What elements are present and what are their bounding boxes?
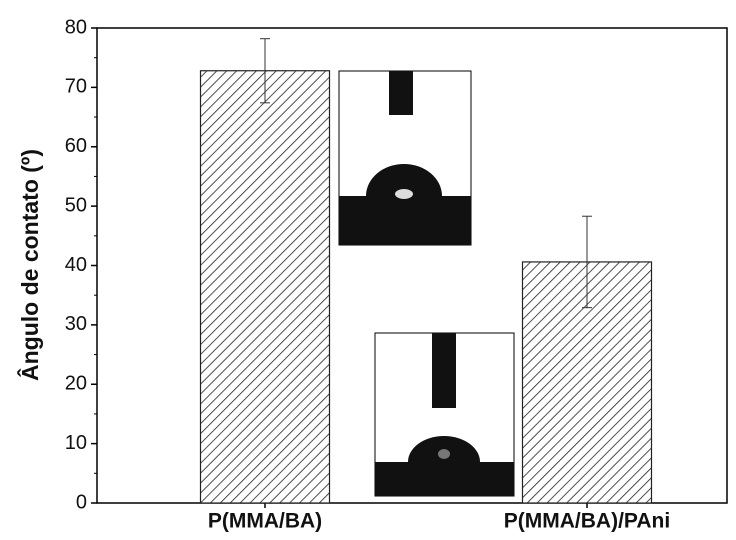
y-tick-label: 40 bbox=[65, 254, 87, 276]
y-tick-label: 0 bbox=[76, 491, 87, 513]
bar bbox=[199, 70, 331, 504]
y-tick-label: 10 bbox=[65, 432, 87, 454]
y-axis-label: Ângulo de contato (º) bbox=[16, 149, 43, 381]
inset-photo bbox=[338, 70, 472, 246]
x-tick-label: P(MMA/BA)/PAni bbox=[504, 510, 670, 533]
y-tick-label: 70 bbox=[65, 76, 87, 98]
x-tick-label: P(MMA/BA) bbox=[208, 510, 322, 533]
y-tick-label: 30 bbox=[65, 313, 87, 335]
y-tick-label: 80 bbox=[65, 16, 87, 38]
y-tick-label: 50 bbox=[65, 194, 87, 216]
y-tick-label: 60 bbox=[65, 135, 87, 157]
inset-photo bbox=[374, 332, 515, 497]
y-tick-label: 20 bbox=[65, 373, 87, 395]
